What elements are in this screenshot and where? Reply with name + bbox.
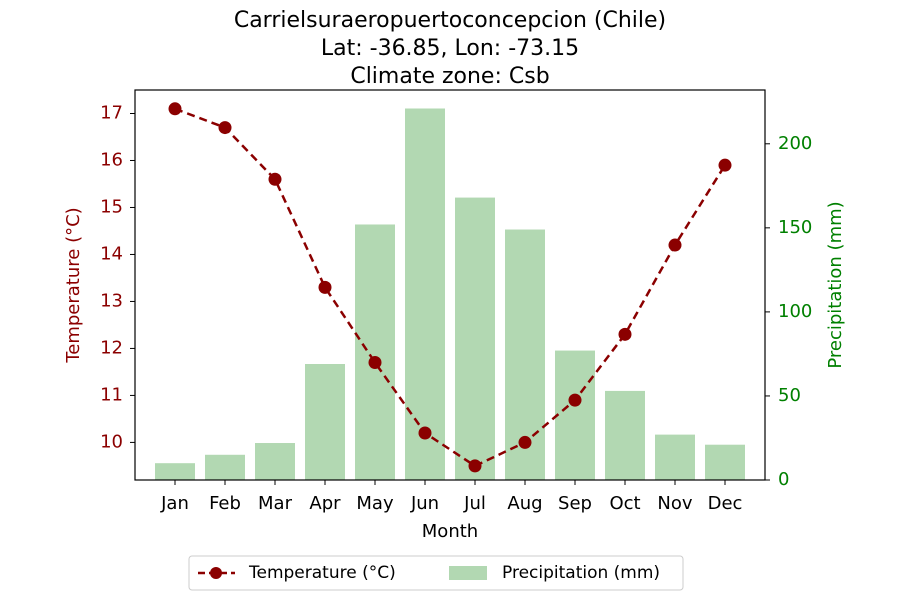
y-left-tick-label-14: 14 xyxy=(100,243,123,264)
y-right-tick-label-100: 100 xyxy=(778,301,812,322)
temperature-point-aug xyxy=(518,435,532,449)
temperature-point-jan xyxy=(168,102,182,116)
title-line-3: Climate zone: Csb xyxy=(350,64,549,89)
legend-temperature-marker xyxy=(210,567,222,579)
temperature-point-may xyxy=(368,356,382,370)
x-tick-label-sep: Sep xyxy=(558,493,592,514)
precipitation-bar-feb xyxy=(205,454,245,480)
y-axis-right: 0 50 100 150 200 xyxy=(765,133,812,490)
precipitation-bars xyxy=(155,108,745,480)
temperature-point-oct xyxy=(618,327,632,341)
y-left-tick-label-10: 10 xyxy=(100,431,123,452)
temperature-point-nov xyxy=(668,238,682,252)
legend-box xyxy=(188,555,684,591)
x-tick-label-jun: Jun xyxy=(410,493,439,514)
precipitation-bar-may xyxy=(355,224,395,480)
temperature-point-sep xyxy=(568,393,582,407)
y-left-tick-label-17: 17 xyxy=(100,102,123,123)
precipitation-bar-jun xyxy=(405,108,445,480)
y-right-tick-label-200: 200 xyxy=(778,133,812,154)
y-right-tick-label-50: 50 xyxy=(778,385,801,406)
temperature-point-jul xyxy=(468,459,482,473)
y-left-tick-label-13: 13 xyxy=(100,290,123,311)
temperature-line xyxy=(168,102,732,473)
legend-temperature-label: Temperature (°C) xyxy=(248,563,396,583)
plot-frame xyxy=(134,89,766,481)
y-left-tick-label-15: 15 xyxy=(100,196,123,217)
y-left-tick-label-16: 16 xyxy=(100,149,123,170)
x-tick-label-jan: Jan xyxy=(160,493,189,514)
x-tick-label-jul: Jul xyxy=(463,493,486,514)
precipitation-bar-dec xyxy=(705,444,745,480)
legend: Temperature (°C) Precipitation (mm) xyxy=(188,555,684,591)
y-left-tick-label-11: 11 xyxy=(100,384,123,405)
x-tick-label-dec: Dec xyxy=(708,493,743,514)
x-tick-label-oct: Oct xyxy=(609,493,640,514)
y-axis-right-title: Precipitation (mm) xyxy=(825,201,846,368)
temperature-point-dec xyxy=(718,158,732,172)
y-right-tick-label-0: 0 xyxy=(778,469,789,490)
y-right-tick-label-150: 150 xyxy=(778,217,812,238)
legend-precipitation-label: Precipitation (mm) xyxy=(502,563,660,583)
plot-border xyxy=(134,89,766,481)
x-tick-label-apr: Apr xyxy=(309,493,341,514)
precipitation-bar-nov xyxy=(655,434,695,480)
precipitation-bar-jul xyxy=(455,197,495,480)
precipitation-bar-jan xyxy=(155,463,195,480)
precipitation-bar-sep xyxy=(555,350,595,480)
x-axis: Jan Feb Mar Apr May Jun Jul Aug Sep Oct Nov Dec xyxy=(160,480,742,514)
x-tick-label-mar: Mar xyxy=(258,493,293,514)
y-left-tick-label-12: 12 xyxy=(100,337,123,358)
x-tick-label-feb: Feb xyxy=(209,493,241,514)
x-tick-label-aug: Aug xyxy=(507,493,542,514)
y-axis-left: 10 11 12 13 14 15 16 17 xyxy=(100,102,135,452)
precipitation-bar-apr xyxy=(305,364,345,480)
legend-precipitation-swatch xyxy=(449,566,487,580)
temperature-point-mar xyxy=(268,172,282,186)
x-tick-label-may: May xyxy=(356,493,394,514)
precipitation-bar-mar xyxy=(255,443,295,480)
x-tick-label-nov: Nov xyxy=(657,493,692,514)
precipitation-bar-oct xyxy=(605,390,645,480)
chart-title: Carrielsuraeropuertoconcepcion (Chile) L… xyxy=(234,8,666,89)
temperature-point-jun xyxy=(418,426,432,440)
y-axis-left-title: Temperature (°C) xyxy=(63,207,84,363)
title-line-2: Lat: -36.85, Lon: -73.15 xyxy=(321,36,579,61)
x-axis-title: Month xyxy=(422,521,478,542)
temperature-point-feb xyxy=(218,121,232,135)
temperature-point-apr xyxy=(318,280,332,294)
title-line-1: Carrielsuraeropuertoconcepcion (Chile) xyxy=(234,8,666,33)
